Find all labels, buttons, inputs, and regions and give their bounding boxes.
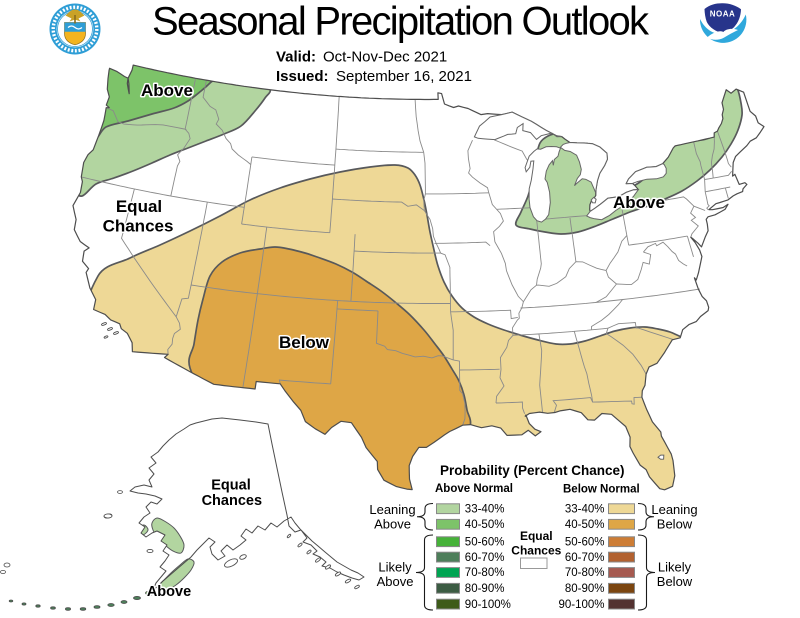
svg-text:33-40%: 33-40% (465, 503, 505, 515)
svg-text:Below: Below (279, 333, 330, 352)
svg-text:33-40%: 33-40% (565, 503, 605, 515)
svg-text:90-100%: 90-100% (558, 599, 604, 611)
svg-text:Likely: Likely (378, 560, 412, 575)
svg-text:Above Normal: Above Normal (435, 483, 513, 495)
svg-text:70-80%: 70-80% (465, 567, 505, 579)
svg-text:Chances: Chances (103, 217, 174, 236)
svg-text:50-60%: 50-60% (465, 536, 505, 548)
svg-text:60-70%: 60-70% (465, 552, 505, 564)
svg-text:Above: Above (377, 574, 414, 589)
svg-text:Below: Below (657, 517, 693, 532)
svg-text:80-90%: 80-90% (565, 583, 605, 595)
svg-text:Above: Above (141, 81, 193, 100)
svg-text:Leaning: Leaning (369, 502, 415, 517)
svg-text:Probability (Percent Chance): Probability (Percent Chance) (440, 463, 625, 478)
svg-text:Likely: Likely (658, 560, 692, 575)
svg-text:Seasonal Precipitation Outlook: Seasonal Precipitation Outlook (152, 0, 650, 44)
svg-text:Equal: Equal (116, 197, 162, 216)
svg-text:Chances: Chances (202, 493, 262, 509)
svg-text:Above: Above (613, 193, 665, 212)
svg-text:70-80%: 70-80% (565, 567, 605, 579)
svg-text:Issued:: Issued: (276, 68, 329, 85)
svg-text:NOAA: NOAA (710, 10, 736, 19)
svg-text:September 16, 2021: September 16, 2021 (336, 68, 472, 85)
svg-text:Above: Above (374, 517, 411, 532)
svg-text:Valid:: Valid: (276, 49, 316, 66)
svg-text:Leaning: Leaning (651, 502, 697, 517)
svg-text:Equal: Equal (520, 529, 553, 543)
svg-text:Equal: Equal (211, 478, 250, 494)
svg-text:Below: Below (657, 574, 693, 589)
svg-text:Below Normal: Below Normal (563, 484, 640, 496)
svg-text:Oct-Nov-Dec 2021: Oct-Nov-Dec 2021 (323, 49, 447, 66)
svg-text:50-60%: 50-60% (565, 536, 605, 548)
svg-text:40-50%: 40-50% (565, 519, 605, 531)
svg-text:60-70%: 60-70% (565, 552, 605, 564)
svg-text:90-100%: 90-100% (465, 599, 511, 611)
svg-text:40-50%: 40-50% (465, 519, 505, 531)
svg-text:Above: Above (147, 584, 191, 600)
svg-text:80-90%: 80-90% (465, 583, 505, 595)
svg-text:Chances: Chances (511, 544, 561, 558)
